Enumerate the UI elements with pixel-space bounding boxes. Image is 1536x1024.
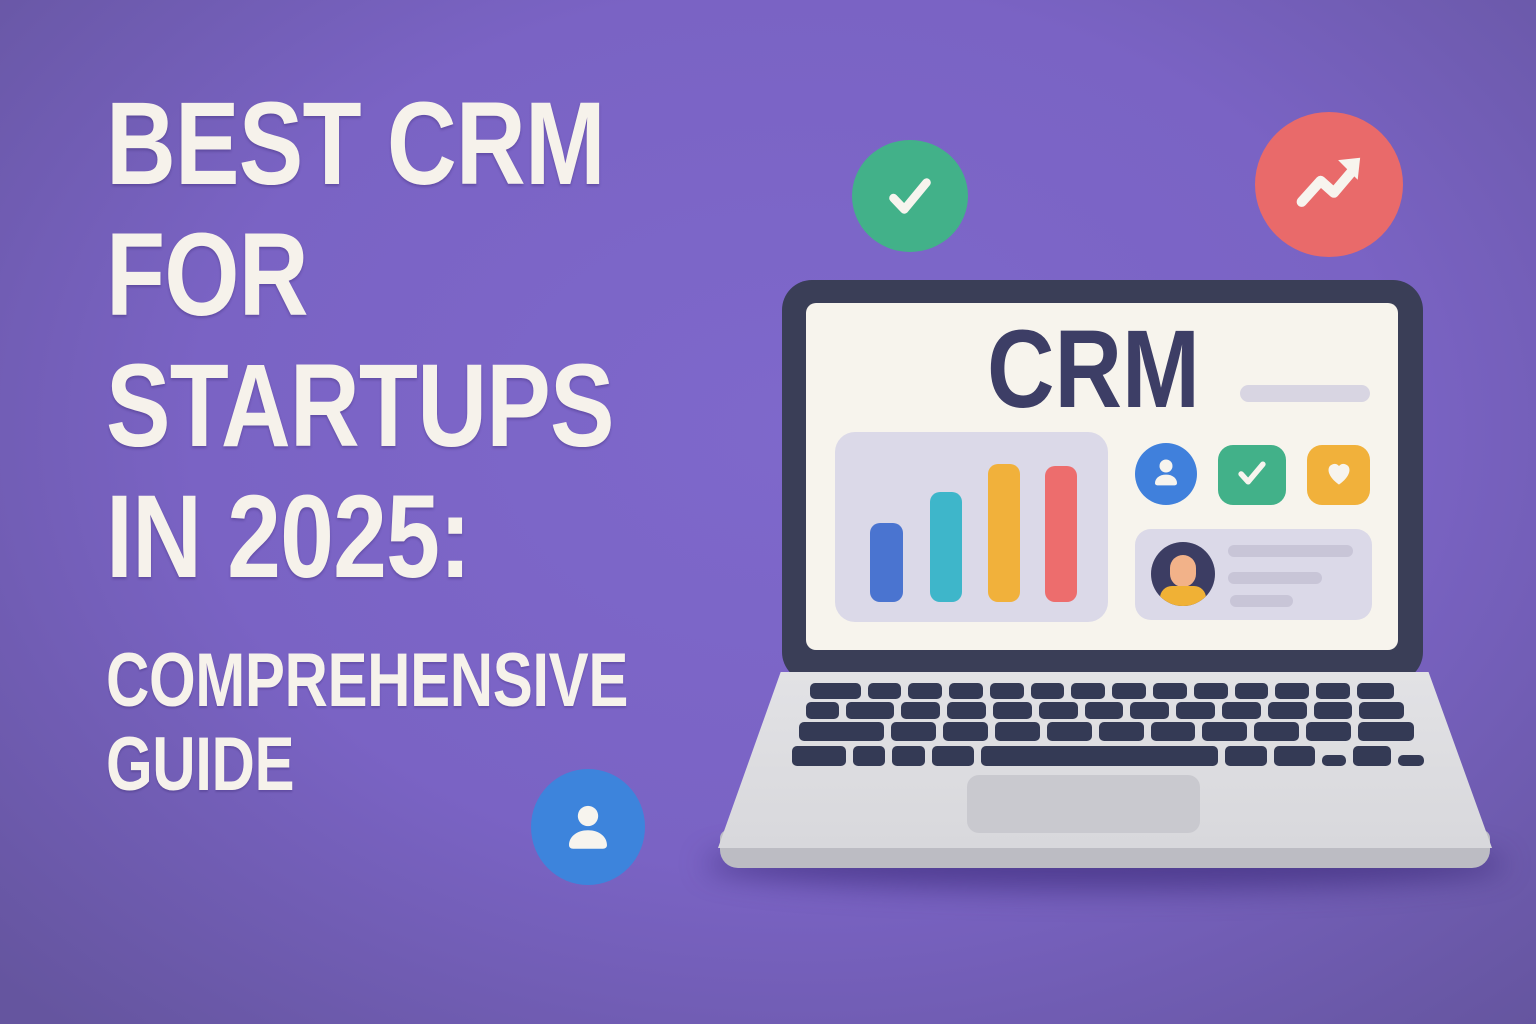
keyboard-key	[806, 702, 839, 719]
contact-card	[1135, 529, 1372, 620]
keyboard-key	[1274, 746, 1315, 766]
avatar-shirt	[1160, 586, 1206, 606]
laptop-base	[718, 672, 1492, 868]
keyboard-key	[1225, 746, 1268, 766]
keyboard-key	[810, 683, 861, 699]
contact-circle-tile	[1135, 443, 1197, 505]
keyboard-key	[1150, 722, 1196, 741]
chart-bar	[870, 523, 903, 602]
contact-text-line	[1230, 595, 1293, 607]
heart-icon	[1322, 456, 1356, 495]
keyboard-key	[1071, 683, 1106, 699]
keyboard-key	[980, 746, 1219, 766]
keyboard-key	[1153, 683, 1187, 699]
keyboard-key	[908, 683, 943, 699]
subtitle-line-2: GUIDE	[106, 722, 295, 807]
laptop-screen: CRM	[806, 303, 1398, 650]
bar-chart-card	[835, 432, 1108, 622]
keyboard-key	[989, 683, 1024, 699]
avatar-face	[1170, 555, 1196, 587]
keyboard-row	[810, 683, 1394, 699]
keyboard-key	[1357, 722, 1415, 741]
user-badge	[531, 769, 645, 885]
subtitle: COMPREHENSIVE GUIDE	[106, 639, 628, 807]
keyboard-key	[1038, 702, 1078, 719]
keyboard-key	[1030, 683, 1065, 699]
trend-badge	[1255, 112, 1403, 257]
keyboard-key	[1397, 755, 1424, 766]
keyboard-key	[1112, 683, 1147, 699]
subtitle-line-1: COMPREHENSIVE	[106, 638, 628, 723]
headline-line-4: IN 2025:	[106, 471, 471, 603]
contact-text-line	[1228, 572, 1322, 584]
keyboard-key	[947, 702, 987, 719]
keyboard-key	[891, 722, 937, 741]
keyboard-key	[1352, 746, 1391, 766]
keyboard-key	[1234, 683, 1269, 699]
keyboard-key	[1084, 702, 1124, 719]
keyboard-key	[1130, 702, 1170, 719]
chart-bar	[1045, 466, 1077, 602]
keyboard-key	[1306, 722, 1351, 741]
keyboard-key	[901, 702, 941, 719]
headline-line-1: BEST CRM	[106, 78, 606, 210]
person-icon	[1146, 452, 1186, 497]
trending-up-icon	[1287, 143, 1371, 227]
keyboard-row	[792, 746, 1424, 766]
keyboard-key	[1098, 722, 1144, 741]
keyboard-key	[1359, 702, 1405, 719]
check-badge	[852, 140, 968, 252]
header-placeholder-pill	[1240, 385, 1370, 402]
keyboard-key	[799, 722, 885, 741]
keyboard-key	[994, 722, 1040, 741]
keyboard-key	[1202, 722, 1248, 741]
check-icon	[879, 165, 941, 227]
keyboard-key	[1356, 683, 1394, 699]
avatar	[1151, 542, 1215, 606]
heart-tile	[1307, 445, 1370, 505]
keyboard-key	[1222, 702, 1261, 719]
trackpad	[967, 775, 1200, 833]
keyboard-key	[853, 746, 886, 766]
keyboard-key	[1321, 755, 1346, 766]
crm-app-title: CRM	[987, 308, 1200, 431]
keyboard-key	[1254, 722, 1300, 741]
contact-text-line	[1228, 545, 1353, 557]
headline: BEST CRM FOR STARTUPS IN 2025:	[106, 78, 615, 603]
headline-line-3: STARTUPS	[106, 340, 615, 472]
check-icon	[1231, 452, 1273, 499]
keyboard-key	[1267, 702, 1307, 719]
keyboard-key	[943, 722, 988, 741]
keyboard-key	[1193, 683, 1228, 699]
chart-bar	[930, 492, 962, 602]
keyboard-row	[799, 722, 1415, 741]
keyboard-key	[931, 746, 974, 766]
keyboard-key	[993, 702, 1032, 719]
chart-bar	[988, 464, 1020, 602]
keyboard-key	[1316, 683, 1350, 699]
keyboard-key	[1176, 702, 1216, 719]
keyboard-key	[845, 702, 895, 719]
keyboard-key	[1275, 683, 1310, 699]
keyboard-key	[892, 746, 925, 766]
keyboard-key	[1313, 702, 1353, 719]
keyboard-key	[949, 683, 983, 699]
keyboard-key	[867, 683, 902, 699]
keyboard-key	[1046, 722, 1092, 741]
person-icon	[555, 794, 621, 860]
check-tile	[1218, 445, 1286, 505]
keyboard-key	[792, 746, 847, 766]
keyboard-row	[806, 702, 1405, 719]
headline-line-2: FOR	[106, 209, 309, 341]
laptop-screen-bezel: CRM	[782, 280, 1423, 682]
